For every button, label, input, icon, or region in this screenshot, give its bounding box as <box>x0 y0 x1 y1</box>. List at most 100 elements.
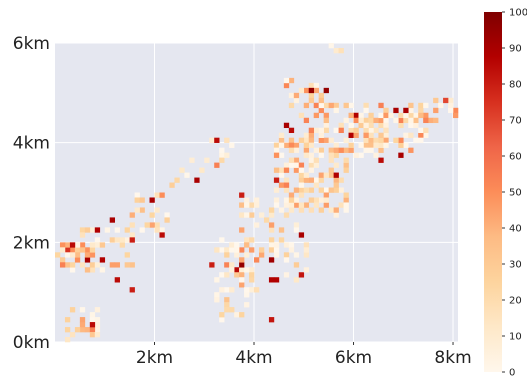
heatmap-cell <box>234 272 240 278</box>
heatmap-cell <box>219 312 225 318</box>
colorbar-tick-label: 70 <box>509 116 522 127</box>
heatmap-cell <box>308 137 315 143</box>
heatmap-cell <box>313 127 319 133</box>
heatmap-cell <box>288 202 295 208</box>
heatmap-cell <box>288 192 295 198</box>
colorbar-ticks: 0 10 20 30 40 50 60 70 80 90 100 <box>502 8 527 378</box>
heatmap-cell <box>89 332 96 338</box>
heatmap-cell <box>348 122 354 129</box>
heatmap-cell <box>149 222 155 228</box>
heatmap-cell <box>328 102 334 109</box>
heatmap-cell <box>94 307 101 313</box>
heatmap-cell <box>134 207 140 213</box>
heatmap-cell <box>313 102 319 109</box>
heatmap-cell <box>278 237 285 243</box>
heatmap-cell <box>343 207 349 213</box>
heatmap-cell <box>363 142 369 148</box>
heatmap-cell <box>343 117 349 124</box>
heatmap-cell <box>114 237 120 243</box>
heatmap-cell <box>224 247 230 253</box>
heatmap-cell <box>99 242 106 248</box>
heatmap-cell <box>383 127 389 133</box>
heatmap-cell <box>224 307 230 313</box>
heatmap-cell <box>273 247 280 253</box>
heatmap-cell <box>214 137 220 143</box>
heatmap-cell <box>398 137 404 143</box>
heatmap-cell <box>353 117 359 124</box>
heatmap-cell <box>318 132 324 138</box>
heatmap-cell <box>338 187 344 193</box>
heatmap-cell <box>348 102 354 109</box>
heatmap-cell <box>393 137 399 143</box>
heatmap-cell <box>398 122 404 129</box>
heatmap-cell <box>343 102 349 109</box>
heatmap-cell <box>423 102 429 109</box>
heatmap-cell <box>79 327 86 333</box>
heatmap-cell <box>308 87 315 94</box>
heatmap-cell <box>348 127 354 133</box>
heatmap-cell <box>114 277 120 283</box>
heatmap-cell <box>244 287 250 293</box>
heatmap-cell <box>363 102 369 109</box>
heatmap-cell <box>119 242 125 248</box>
heatmap-cell <box>368 112 374 119</box>
heatmap-cell <box>323 127 329 133</box>
heatmap-cell <box>298 202 305 208</box>
heatmap-cell <box>338 47 344 54</box>
heatmap-cell <box>293 197 300 203</box>
heatmap-cell <box>298 112 305 119</box>
heatmap-cell <box>129 222 135 228</box>
heatmap-cell <box>308 92 315 99</box>
heatmap-cell <box>343 137 349 143</box>
heatmap-cell <box>94 227 101 233</box>
heatmap-cell <box>308 157 315 163</box>
heatmap-cell <box>408 117 414 124</box>
heatmap-cell <box>224 152 230 158</box>
heatmap-cell <box>234 242 240 248</box>
heatmap-cell <box>333 207 339 213</box>
heatmap-cell <box>303 152 310 158</box>
heatmap-cell <box>89 317 96 323</box>
heatmap-cell <box>378 142 384 148</box>
heatmap-cell <box>69 267 76 273</box>
heatmap-cell <box>313 82 319 89</box>
heatmap-cell <box>273 197 280 203</box>
heatmap-cell <box>209 262 215 268</box>
heatmap-cell <box>363 117 369 124</box>
heatmap-cell <box>328 167 334 173</box>
heatmap-cell <box>134 197 140 203</box>
heatmap-cell <box>149 197 155 203</box>
heatmap-cell <box>403 107 409 114</box>
heatmap-cell <box>298 232 305 238</box>
heatmap-cell <box>69 242 76 248</box>
heatmap-cell <box>303 132 310 138</box>
heatmap-cell <box>293 277 300 283</box>
heatmap-cell <box>408 102 414 109</box>
heatmap-cell <box>89 322 96 328</box>
heatmap-cell <box>268 207 275 213</box>
heatmap-cell <box>418 132 424 138</box>
heatmap-cell <box>89 242 96 248</box>
heatmap-cell <box>199 167 205 173</box>
heatmap-cell <box>179 167 185 173</box>
heatmap-cell <box>224 137 230 143</box>
heatmap-cell <box>408 112 414 119</box>
heatmap-cell <box>303 187 310 193</box>
heatmap-cell <box>268 317 275 323</box>
heatmap-cell <box>298 137 305 143</box>
heatmap-cell <box>313 202 319 208</box>
heatmap-cell <box>363 127 369 133</box>
heatmap-cell <box>288 77 295 84</box>
heatmap-cell <box>413 137 419 143</box>
heatmap-cell <box>383 122 389 129</box>
heatmap-cell <box>263 217 270 223</box>
heatmap-cell <box>249 237 255 243</box>
heatmap-cell <box>229 262 235 268</box>
heatmap-cell <box>443 97 449 104</box>
heatmap-cell <box>403 132 409 138</box>
heatmap-cell <box>333 182 339 188</box>
heatmap-cell <box>408 147 414 153</box>
heatmap-cell <box>288 162 295 168</box>
heatmap-cell <box>273 252 280 258</box>
heatmap-cell <box>338 127 344 133</box>
